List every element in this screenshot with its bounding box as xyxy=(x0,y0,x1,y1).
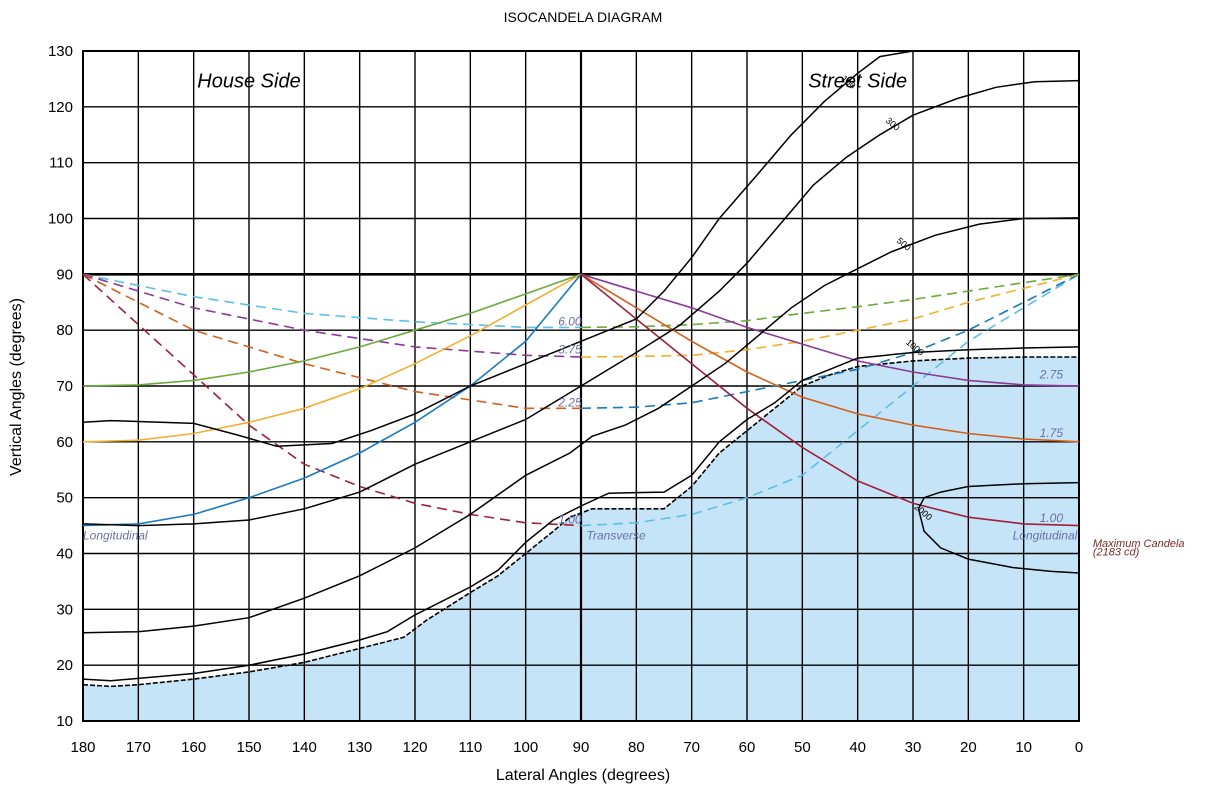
x-tick-label: 170 xyxy=(126,739,151,756)
house-side-label: House Side xyxy=(197,70,300,92)
max-candela-label: Maximum Candela xyxy=(1093,538,1185,550)
tick-labels: 180 170 160 150 140 130 120 110 100 90 80 70 60 50 40 3… xyxy=(48,43,1083,756)
vertical-line-solid xyxy=(580,273,1080,443)
chart-labels: 100300500100020006.003.752.251.002.751.7… xyxy=(83,70,1185,558)
isocandela-line-100 xyxy=(82,50,914,448)
vertical-line-dashed xyxy=(82,273,582,358)
x-tick-label: 80 xyxy=(628,739,645,756)
x-tick-label: 70 xyxy=(683,739,700,756)
vertical-line-solid xyxy=(82,273,582,387)
x-tick-label: 30 xyxy=(905,739,922,756)
x-tick-label: 0 xyxy=(1075,739,1083,756)
y-tick-label: 120 xyxy=(48,99,73,116)
vertical-line-label: 1.00 xyxy=(558,513,582,527)
y-tick-label: 80 xyxy=(56,322,73,339)
vertical-line-dashed xyxy=(82,273,582,527)
isocandela-line-1000 xyxy=(82,346,1080,682)
vertical-line-solid xyxy=(580,273,1080,527)
shaded-boundary-line xyxy=(82,356,1079,688)
isocandela-line-500 xyxy=(82,217,1080,634)
isocandela-line-2000 xyxy=(917,481,1080,574)
max-candela-value: (2183 cd) xyxy=(1093,547,1140,559)
x-tick-label: 110 xyxy=(458,739,482,756)
plane-label: Longitudinal xyxy=(83,529,148,543)
x-tick-label: 140 xyxy=(292,739,317,756)
x-axis-title: Lateral Angles (degrees) xyxy=(496,767,670,784)
vertical-line-label: 6.00 xyxy=(558,314,582,328)
x-tick-label: 10 xyxy=(1015,739,1032,756)
x-tick-label: 90 xyxy=(573,739,590,756)
vertical-line-solid xyxy=(82,273,582,443)
vertical-line-label: 2.25 xyxy=(557,395,582,409)
chart-title: ISOCANDELA DIAGRAM xyxy=(504,9,663,25)
y-tick-label: 60 xyxy=(56,434,73,451)
x-tick-label: 60 xyxy=(739,739,756,756)
vertical-line-label: 1.00 xyxy=(1040,511,1064,525)
x-tick-label: 160 xyxy=(181,739,206,756)
street-side-label: Street Side xyxy=(808,70,907,92)
y-tick-label: 100 xyxy=(48,211,73,228)
vertical-line-label: 3.75 xyxy=(558,342,582,356)
y-tick-label: 50 xyxy=(56,490,73,507)
vertical-line-dashed xyxy=(580,273,1080,358)
x-tick-label: 20 xyxy=(960,739,977,756)
y-axis-title: Vertical Angles (degrees) xyxy=(8,298,25,476)
y-tick-label: 90 xyxy=(56,266,73,283)
y-tick-label: 40 xyxy=(56,546,73,563)
vertical-line-dashed xyxy=(580,273,1080,527)
x-tick-label: 100 xyxy=(513,739,538,756)
x-tick-label: 150 xyxy=(236,739,261,756)
vertical-line-solid xyxy=(82,273,582,527)
x-tick-label: 130 xyxy=(347,739,372,756)
vertical-line-dashed xyxy=(580,273,1080,329)
vertical-line-dashed xyxy=(82,273,581,410)
vertical-line-label: 2.75 xyxy=(1039,367,1064,381)
x-tick-label: 50 xyxy=(794,739,811,756)
x-tick-label: 180 xyxy=(70,739,95,756)
isocandela-label: 1000 xyxy=(904,337,926,358)
vertical-line-dashed xyxy=(82,273,581,329)
y-tick-label: 70 xyxy=(56,378,73,395)
vertical-line-solid xyxy=(580,273,1080,387)
y-tick-label: 20 xyxy=(56,657,73,674)
y-tick-label: 30 xyxy=(56,601,73,618)
plane-label: Longitudinal xyxy=(1013,529,1078,543)
vertical-line-label: 1.75 xyxy=(1040,426,1064,440)
isocandela-line-300 xyxy=(82,79,1080,527)
plane-label: Transverse xyxy=(587,529,646,543)
x-tick-label: 40 xyxy=(849,739,866,756)
x-tick-label: 120 xyxy=(402,739,427,756)
y-tick-label: 110 xyxy=(49,155,73,172)
y-tick-label: 10 xyxy=(56,713,73,730)
isocandela-lines xyxy=(82,50,1080,682)
y-tick-label: 130 xyxy=(48,43,73,60)
